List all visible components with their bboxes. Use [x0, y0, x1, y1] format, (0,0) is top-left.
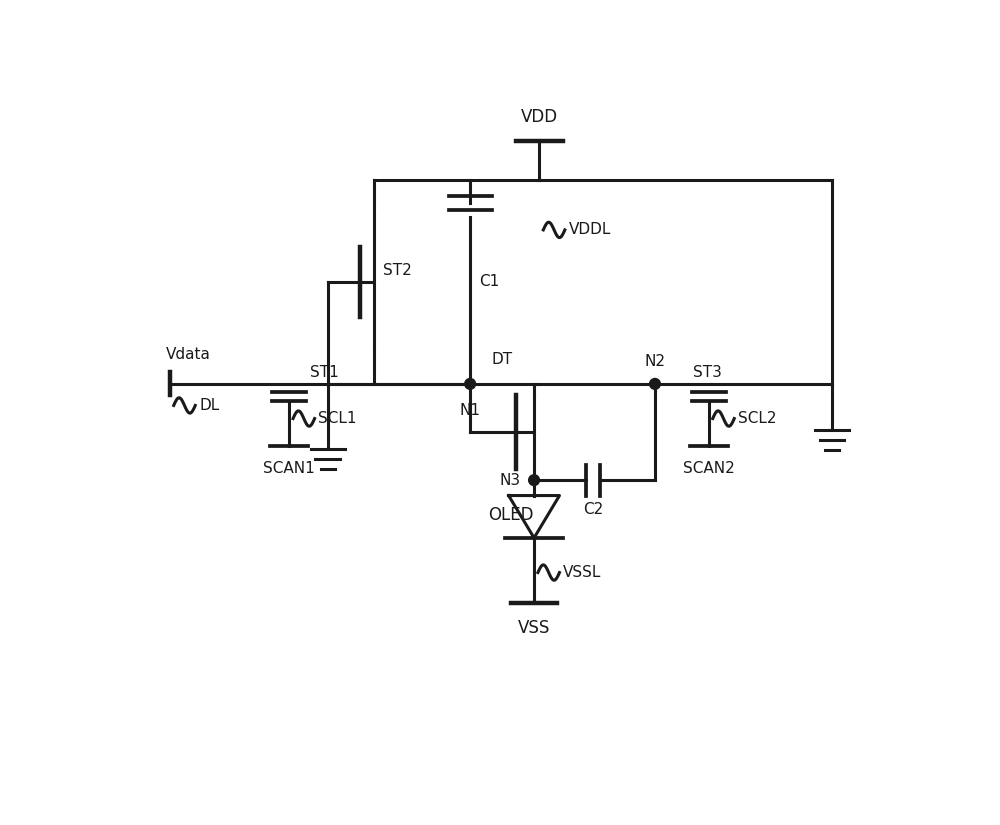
Text: N1: N1: [460, 403, 481, 418]
Text: Vdata: Vdata: [166, 347, 211, 362]
Circle shape: [465, 379, 476, 389]
Text: ST3: ST3: [693, 365, 722, 380]
Text: VDDL: VDDL: [569, 223, 611, 238]
Text: SCL1: SCL1: [318, 411, 357, 426]
Text: VDD: VDD: [521, 108, 558, 126]
Text: ST2: ST2: [383, 263, 412, 278]
Text: VSS: VSS: [518, 619, 550, 637]
Text: VSSL: VSSL: [563, 565, 602, 580]
Text: SCL2: SCL2: [738, 411, 777, 426]
Circle shape: [650, 379, 660, 389]
Text: C2: C2: [583, 502, 603, 516]
Text: SCAN1: SCAN1: [263, 461, 315, 476]
Text: OLED: OLED: [488, 506, 533, 524]
Text: N3: N3: [499, 473, 520, 488]
Circle shape: [529, 474, 539, 486]
Text: SCAN2: SCAN2: [683, 461, 735, 476]
Text: DL: DL: [199, 398, 219, 413]
Text: ST1: ST1: [310, 365, 339, 380]
Text: DT: DT: [491, 352, 512, 367]
Text: N2: N2: [644, 353, 665, 369]
Text: C1: C1: [479, 275, 500, 290]
